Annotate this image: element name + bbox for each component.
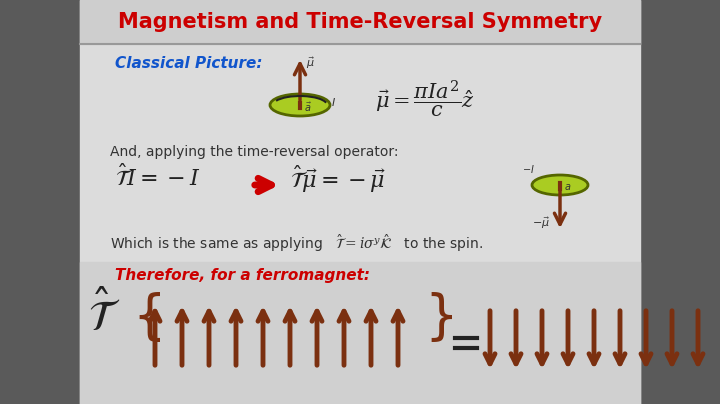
Text: $-I$: $-I$ [522,163,535,175]
Text: $\}$: $\}$ [424,290,453,344]
Text: Magnetism and Time-Reversal Symmetry: Magnetism and Time-Reversal Symmetry [118,12,602,32]
Text: $\hat{\mathcal{T}}\vec{\mu} = -\vec{\mu}$: $\hat{\mathcal{T}}\vec{\mu} = -\vec{\mu}… [290,163,386,195]
Text: $\vec{a}$: $\vec{a}$ [304,101,312,114]
Ellipse shape [270,94,330,116]
Text: $\vec{\mu}$: $\vec{\mu}$ [306,55,315,71]
Text: And, applying the time-reversal operator:: And, applying the time-reversal operator… [110,145,398,159]
Bar [80,0,640,44]
Text: $\vec{\mu} = \dfrac{\pi I a^2}{c}\hat{z}$: $\vec{\mu} = \dfrac{\pi I a^2}{c}\hat{z}… [375,78,474,119]
Text: $-\vec{\mu}$: $-\vec{\mu}$ [532,215,550,231]
Text: Classical Picture:: Classical Picture: [115,56,263,71]
Text: $\hat{\mathcal{T}}$: $\hat{\mathcal{T}}$ [88,292,120,340]
Text: $I$: $I$ [331,96,336,108]
Text: $\hat{\mathcal{T}}I = -I$: $\hat{\mathcal{T}}I = -I$ [115,163,200,190]
Ellipse shape [532,175,588,195]
Text: $a$: $a$ [564,182,572,192]
Text: Therefore, for a ferromagnet:: Therefore, for a ferromagnet: [115,268,370,283]
Bar [80,262,640,404]
Text: $\{$: $\{$ [132,290,161,344]
Text: Which is the same as applying   $\hat{\mathcal{T}} = i\sigma^y\hat{\mathcal{K}}$: Which is the same as applying $\hat{\mat… [110,232,483,254]
Bar [80,0,640,404]
